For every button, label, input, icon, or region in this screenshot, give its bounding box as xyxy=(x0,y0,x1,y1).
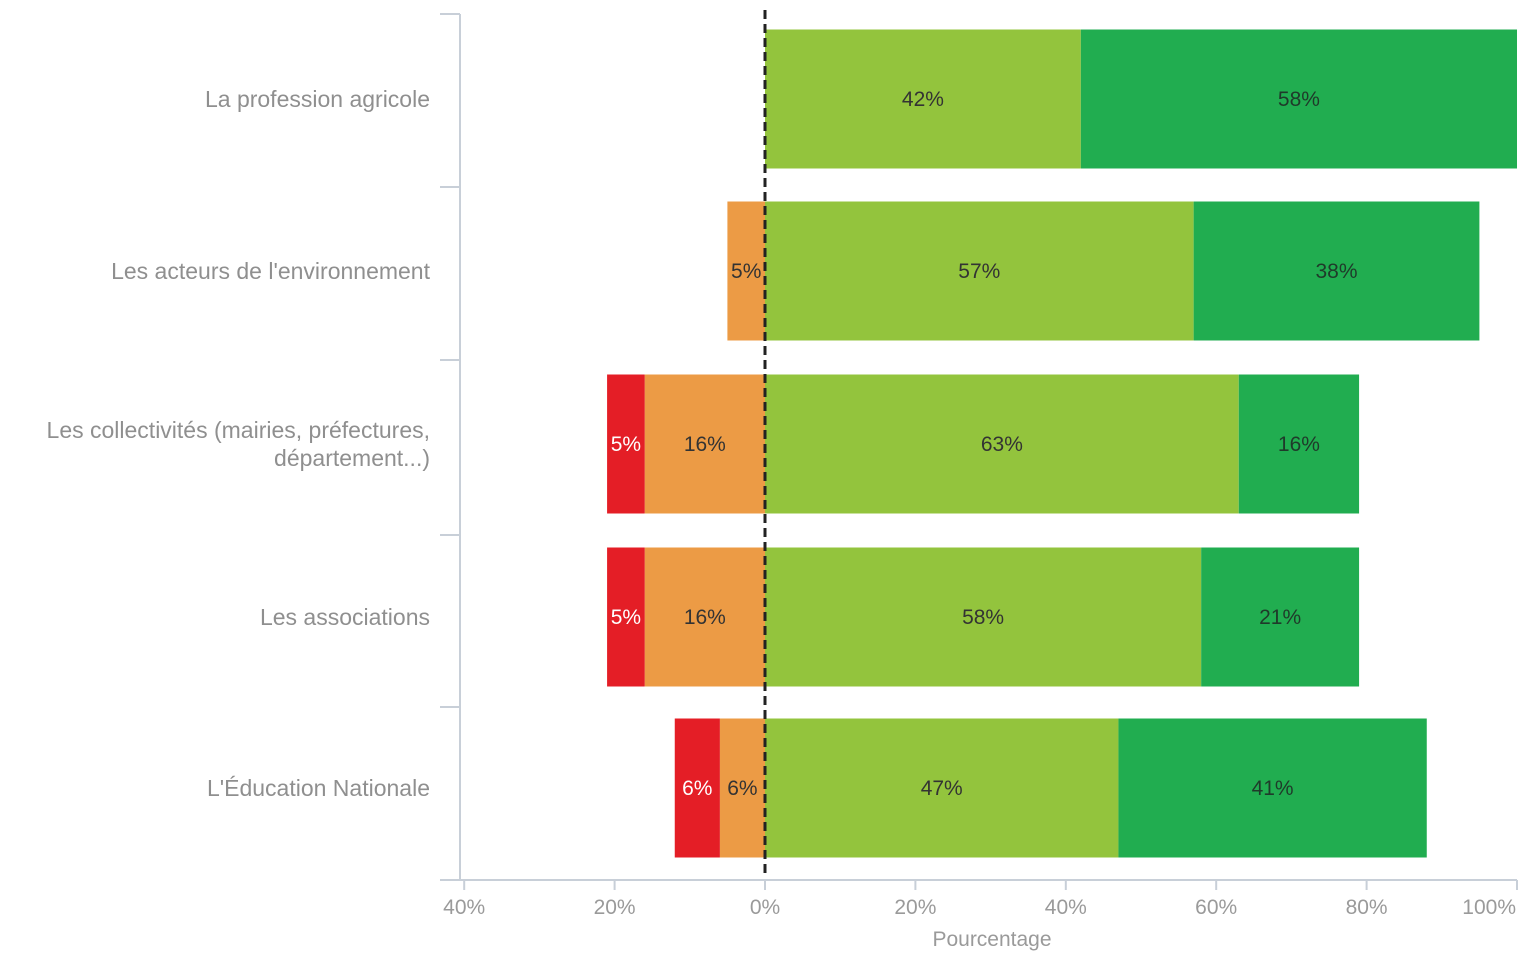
category-label: Les associations xyxy=(260,604,430,630)
category-label: Les collectivités (mairies, préfectures,… xyxy=(47,417,430,471)
x-tick-label: 0% xyxy=(750,896,780,919)
x-axis-title: Pourcentage xyxy=(932,928,1051,951)
bar-segment xyxy=(674,718,720,858)
bar-segment xyxy=(644,374,765,514)
x-tick-label: 60% xyxy=(1195,896,1237,919)
data-label: 38% xyxy=(1316,260,1358,283)
x-tick-label: 80% xyxy=(1346,896,1388,919)
data-label: 63% xyxy=(981,433,1023,456)
data-label: 16% xyxy=(684,606,726,629)
bar-segment xyxy=(1201,547,1360,687)
data-label: 16% xyxy=(1278,433,1320,456)
bar-segment xyxy=(765,374,1239,514)
data-label: 16% xyxy=(684,433,726,456)
x-tick-label: 40% xyxy=(1045,896,1087,919)
data-label: 58% xyxy=(1278,88,1320,111)
bar-segment xyxy=(719,718,765,858)
data-label: 47% xyxy=(921,777,963,800)
bar-segment xyxy=(727,201,765,341)
y-axis-ticks xyxy=(440,13,460,881)
bar-segment xyxy=(765,201,1194,341)
data-label: 41% xyxy=(1252,777,1294,800)
data-label: 6% xyxy=(727,777,757,800)
bar-segment xyxy=(765,718,1119,858)
bar-segment xyxy=(1080,29,1517,169)
category-label: Les acteurs de l'environnement xyxy=(111,258,431,284)
x-tick-label: 40% xyxy=(443,896,485,919)
bar-segment xyxy=(1238,374,1360,514)
data-label: 57% xyxy=(958,260,1000,283)
category-label: La profession agricole xyxy=(205,86,430,112)
x-tick-label: 100% xyxy=(1462,896,1516,919)
category-label: L'Éducation Nationale xyxy=(207,775,430,801)
data-label: 42% xyxy=(902,88,944,111)
bar-segment xyxy=(765,29,1081,169)
x-tick-label: 20% xyxy=(894,896,936,919)
bar-segment xyxy=(607,547,645,687)
data-label: 5% xyxy=(611,433,641,456)
category-labels: La profession agricole Les acteurs de l'e… xyxy=(47,86,431,801)
data-label: 5% xyxy=(731,260,761,283)
bars-layer xyxy=(607,29,1517,858)
bar-segment xyxy=(1193,201,1480,341)
bar-segment xyxy=(607,374,645,514)
bar-segment xyxy=(644,547,765,687)
data-label: 5% xyxy=(611,606,641,629)
data-label: 21% xyxy=(1259,606,1301,629)
x-axis-ticks: 40% 20% 0% 20% 40% 60% 80% 100% xyxy=(443,880,1518,919)
x-tick-label: 20% xyxy=(594,896,636,919)
data-label: 6% xyxy=(682,777,712,800)
data-label: 58% xyxy=(962,606,1004,629)
bar-segment xyxy=(765,547,1202,687)
data-labels: 42% 58% 5% 57% 38% 16% 5% 63% 16% 16% 5% 58% 21% 6% 6%… xyxy=(611,88,1358,800)
bar-segment xyxy=(1118,718,1427,858)
